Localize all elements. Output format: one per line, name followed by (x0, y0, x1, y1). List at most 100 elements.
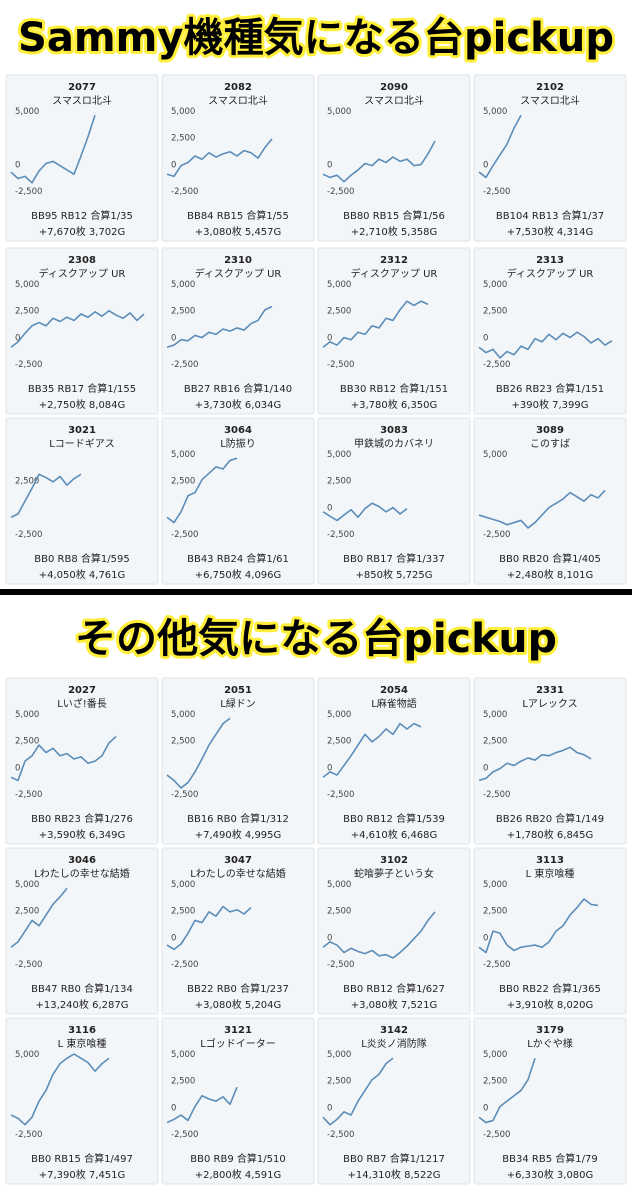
annotation: BB34 RB5 合算1/79 (502, 1152, 597, 1165)
y-tick-label: 5,000 (15, 710, 39, 720)
y-tick-label: 5,000 (171, 450, 195, 460)
chart-subtitle: L 東京喰種 (526, 867, 575, 880)
y-tick-label: -2,500 (171, 360, 198, 370)
line-series (166, 457, 238, 524)
section-heading: その他気になる台pickup (75, 616, 557, 662)
line-series (10, 115, 96, 184)
chart-subtitle: Lわたしの幸せな結婚 (34, 867, 130, 880)
y-tick-label: 2,500 (171, 307, 195, 317)
y-tick-label: -2,500 (15, 790, 42, 800)
y-tick-label: 0 (327, 763, 332, 773)
separator (0, 589, 632, 595)
chart-title: 3102 (380, 855, 408, 866)
chart-subtitle: Lかぐや様 (527, 1037, 573, 1050)
annotation: +2,800枚 4,591G (195, 1168, 282, 1181)
line-series (10, 735, 117, 782)
chart-title: 2310 (224, 255, 252, 266)
line-series (322, 140, 436, 183)
y-tick-label: -2,500 (327, 960, 354, 970)
chart-panel (161, 417, 315, 585)
line-series (478, 898, 599, 954)
annotation: BB27 RB16 合算1/140 (184, 382, 292, 395)
y-tick-label: -2,500 (15, 960, 42, 970)
line-series (478, 331, 613, 359)
y-tick-label: 5,000 (327, 710, 351, 720)
chart-title: 2051 (224, 685, 252, 696)
annotation: +7,530枚 4,314G (507, 225, 594, 238)
annotation: BB16 RB0 合算1/312 (187, 812, 289, 825)
y-tick-label: -2,500 (171, 960, 198, 970)
line-series (478, 489, 606, 529)
y-tick-label: 0 (15, 763, 20, 773)
y-tick-label: -2,500 (327, 530, 354, 540)
chart-panel (5, 417, 159, 585)
line-series (478, 746, 592, 782)
y-tick-label: 2,500 (171, 737, 195, 747)
y-tick-label: 0 (327, 503, 332, 513)
line-series (10, 1053, 110, 1126)
y-tick-label: 0 (327, 333, 332, 343)
annotation: BB0 RB12 合算1/539 (343, 812, 445, 825)
chart-title: 3064 (224, 425, 252, 436)
chart-title: 2082 (224, 82, 252, 93)
annotation: BB22 RB0 合算1/237 (187, 982, 289, 995)
annotation: BB0 RB23 合算1/276 (31, 812, 133, 825)
chart-panel (5, 847, 159, 1015)
line-series (166, 1086, 238, 1124)
chart-subtitle: スマスロ北斗 (364, 95, 424, 107)
y-tick-label: -2,500 (327, 187, 354, 197)
y-tick-label: 5,000 (15, 107, 39, 117)
annotation: BB0 RB15 合算1/497 (31, 1152, 133, 1165)
line-series (478, 1058, 536, 1124)
y-tick-label: 5,000 (483, 880, 507, 890)
line-series (322, 911, 436, 959)
y-tick-label: -2,500 (15, 530, 42, 540)
y-tick-label: -2,500 (327, 790, 354, 800)
line-series (10, 887, 68, 948)
y-tick-label: 5,000 (171, 880, 195, 890)
chart-title: 3113 (536, 855, 564, 866)
chart-subtitle: L炎炎ノ消防隊 (361, 1037, 427, 1050)
annotation: BB0 RB20 合算1/405 (499, 552, 601, 565)
y-tick-label: 0 (483, 933, 488, 943)
y-tick-label: 5,000 (171, 280, 195, 290)
annotation: BB0 RB17 合算1/337 (343, 552, 445, 565)
y-tick-label: 0 (327, 933, 332, 943)
annotation: +3,780枚 6,350G (351, 398, 438, 411)
y-tick-label: 5,000 (483, 710, 507, 720)
chart-title: 2054 (380, 685, 408, 696)
y-tick-label: 2,500 (483, 1077, 507, 1087)
chart-title: 3142 (380, 1025, 408, 1036)
y-tick-label: 0 (171, 1103, 176, 1113)
y-tick-label: -2,500 (15, 360, 42, 370)
line-series (322, 1057, 394, 1126)
annotation: +1,780枚 6,845G (507, 828, 594, 841)
annotation: +6,750枚 4,096G (195, 568, 282, 581)
y-tick-label: -2,500 (15, 187, 42, 197)
annotation: BB0 RB8 合算1/595 (34, 552, 129, 565)
y-tick-label: 2,500 (15, 907, 39, 917)
chart-panel (317, 677, 471, 845)
chart-title: 2308 (68, 255, 96, 266)
y-tick-label: 0 (171, 333, 176, 343)
y-tick-label: 0 (15, 333, 20, 343)
chart-title: 3046 (68, 855, 96, 866)
y-tick-label: 5,000 (171, 1050, 195, 1060)
annotation: +14,310枚 8,522G (348, 1168, 441, 1181)
chart-subtitle: L防振り (220, 437, 256, 450)
line-series (322, 722, 422, 778)
y-tick-label: -2,500 (171, 187, 198, 197)
y-tick-label: 2,500 (327, 307, 351, 317)
chart-title: 2102 (536, 82, 564, 93)
section-heading: Sammy機種気になる台pickup (18, 15, 614, 61)
annotation: +7,390枚 7,451G (39, 1168, 126, 1181)
line-series (166, 905, 252, 951)
y-tick-label: 2,500 (171, 907, 195, 917)
chart-title: 3116 (68, 1025, 96, 1036)
chart-panel (5, 247, 159, 415)
y-tick-label: -2,500 (15, 1130, 42, 1140)
chart-subtitle: L緑ドン (220, 697, 256, 710)
y-tick-label: 0 (327, 160, 332, 170)
y-tick-label: -2,500 (327, 360, 354, 370)
chart-panel (317, 1017, 471, 1185)
